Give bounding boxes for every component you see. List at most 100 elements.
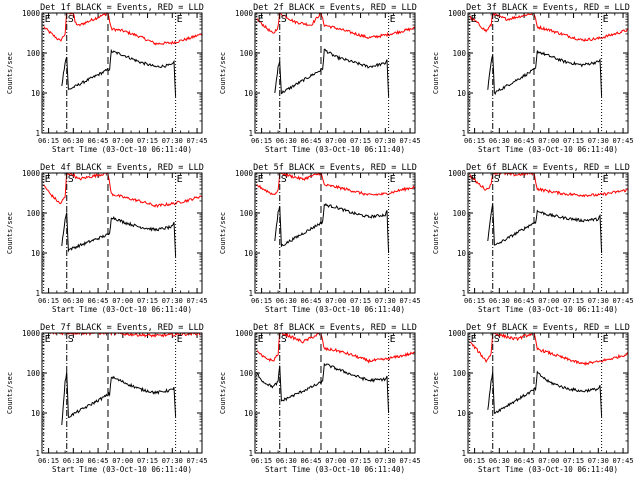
panel-1: Det 1f BLACK = Events, RED = LLD Counts/s… [6, 3, 208, 154]
x-axis-label: Start Time (03-Oct-10 06:11:40) [478, 465, 618, 474]
x-tick-label: 07:00 [538, 457, 559, 465]
events-series-line [487, 203, 603, 254]
y-axis-label: Counts/sec [6, 372, 14, 414]
y-tick-label: 10 [457, 89, 467, 98]
y-tick-label: 100 [239, 49, 253, 58]
y-axis-label: Counts/sec [432, 372, 440, 414]
x-tick-label: 06:15 [251, 297, 272, 305]
y-tick-label: 100 [239, 209, 253, 218]
x-tick-label: 07:45 [187, 457, 208, 465]
x-tick-label: 07:00 [325, 297, 346, 305]
x-tick-label: 06:30 [489, 137, 510, 145]
x-tick-label: 07:45 [613, 137, 634, 145]
time-marker-label: S [281, 14, 287, 25]
x-tick-label: 07:15 [137, 137, 158, 145]
events-series-line [274, 48, 390, 97]
plot-frame [254, 172, 416, 294]
y-tick-label: 10 [244, 409, 254, 418]
time-marker-label: S [494, 174, 500, 185]
x-tick-label: 07:30 [375, 137, 396, 145]
x-tick-label: 06:45 [301, 137, 322, 145]
plot-frame [467, 332, 629, 454]
y-tick-label: 1 [248, 129, 253, 138]
y-tick-label: 10 [244, 249, 254, 258]
x-tick-label: 07:15 [137, 457, 158, 465]
events-series-line [274, 203, 390, 254]
y-tick-label: 1 [35, 289, 40, 298]
x-tick-label: 07:30 [588, 137, 609, 145]
panel-4: Det 4f BLACK = Events, RED = LLD Counts/s… [6, 163, 208, 314]
x-tick-label: 07:45 [400, 297, 421, 305]
x-tick-label: 07:00 [112, 137, 133, 145]
x-tick-label: 07:30 [162, 297, 183, 305]
x-axis-label: Start Time (03-Oct-10 06:11:40) [52, 305, 192, 314]
panel-title: Det 8f BLACK = Events, RED = LLD [253, 323, 417, 333]
x-tick-label: 06:30 [63, 457, 84, 465]
y-axis-label: Counts/sec [219, 372, 227, 414]
x-tick-label: 07:15 [563, 457, 584, 465]
plot-frame [254, 332, 416, 454]
y-axis-label: Counts/sec [432, 212, 440, 254]
y-tick-label: 1 [35, 129, 40, 138]
x-tick-label: 07:00 [112, 457, 133, 465]
x-tick-label: 06:15 [251, 137, 272, 145]
x-tick-label: 07:00 [325, 457, 346, 465]
x-tick-label: 07:30 [162, 457, 183, 465]
time-marker-label: S [494, 14, 500, 25]
x-tick-label: 07:30 [588, 457, 609, 465]
time-marker-label: E [177, 334, 183, 345]
x-tick-label: 07:45 [400, 137, 421, 145]
panel-title: Det 6f BLACK = Events, RED = LLD [466, 163, 630, 173]
time-marker-label: E [471, 174, 477, 185]
time-marker-label: S [281, 334, 287, 345]
time-marker-label: S [494, 334, 500, 345]
y-tick-label: 1 [35, 449, 40, 458]
x-tick-label: 07:45 [613, 457, 634, 465]
y-tick-label: 100 [452, 49, 466, 58]
x-tick-label: 06:15 [38, 297, 59, 305]
x-tick-label: 06:45 [514, 137, 535, 145]
x-tick-label: 07:30 [588, 297, 609, 305]
x-tick-label: 07:30 [375, 457, 396, 465]
x-tick-label: 06:45 [88, 297, 109, 305]
panel-5: Det 5f BLACK = Events, RED = LLD Counts/s… [219, 163, 421, 314]
x-tick-label: 07:45 [613, 297, 634, 305]
panel-8: Det 8f BLACK = Events, RED = LLD Counts/s… [219, 323, 421, 474]
time-marker-label: E [603, 334, 609, 345]
x-tick-label: 07:30 [162, 137, 183, 145]
x-tick-label: 06:45 [88, 137, 109, 145]
x-tick-label: 07:45 [400, 457, 421, 465]
time-marker-label: S [281, 174, 287, 185]
x-axis-label: Start Time (03-Oct-10 06:11:40) [478, 305, 618, 314]
time-marker-label: S [68, 334, 74, 345]
y-tick-label: 1000 [448, 329, 467, 338]
y-tick-label: 1 [461, 449, 466, 458]
x-tick-label: 06:15 [464, 297, 485, 305]
time-marker-label: E [45, 14, 51, 25]
time-marker-label: E [471, 334, 477, 345]
panel-9: Det 9f BLACK = Events, RED = LLD Counts/s… [432, 323, 634, 474]
panel-title: Det 5f BLACK = Events, RED = LLD [253, 163, 417, 173]
panel-3: Det 3f BLACK = Events, RED = LLD Counts/s… [432, 3, 634, 154]
x-tick-label: 06:30 [489, 297, 510, 305]
time-marker-label: E [45, 334, 51, 345]
y-axis-label: Counts/sec [219, 212, 227, 254]
panel-title: Det 4f BLACK = Events, RED = LLD [40, 163, 204, 173]
lld-series-line [256, 13, 415, 39]
x-tick-label: 07:15 [350, 137, 371, 145]
y-tick-label: 10 [457, 409, 467, 418]
events-series-line [487, 50, 603, 97]
y-axis-label: Counts/sec [432, 52, 440, 94]
y-tick-label: 1 [461, 129, 466, 138]
lld-series-line [469, 333, 628, 366]
events-series-line [61, 371, 177, 426]
y-axis-label: Counts/sec [6, 52, 14, 94]
plot-frame [41, 332, 203, 454]
x-tick-label: 06:15 [464, 457, 485, 465]
x-tick-label: 06:30 [489, 457, 510, 465]
events-series-line [61, 48, 177, 97]
x-tick-label: 06:30 [63, 297, 84, 305]
y-tick-label: 100 [452, 369, 466, 378]
plot-frame [467, 172, 629, 294]
x-tick-label: 07:15 [350, 297, 371, 305]
